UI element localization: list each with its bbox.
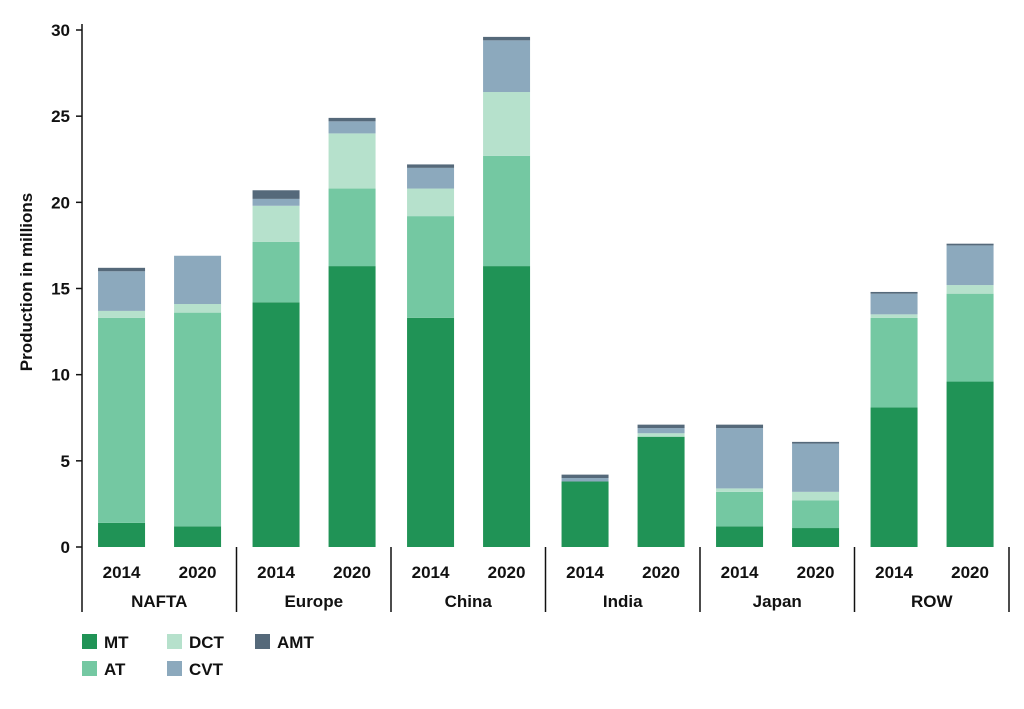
x-year-label: 2014	[566, 563, 604, 582]
bar-segment-amt	[792, 441, 840, 444]
bar-segment-at	[252, 241, 300, 303]
x-year-label: 2014	[103, 563, 141, 582]
bar-segment-cvt	[407, 167, 455, 189]
bar-segment-mt	[637, 436, 685, 547]
x-year-label: 2020	[951, 563, 989, 582]
legend-label-cvt: CVT	[189, 660, 224, 679]
x-year-label: 2014	[412, 563, 450, 582]
legend-swatch-dct	[167, 634, 182, 649]
y-tick-label: 0	[61, 538, 70, 557]
bar-segment-mt	[792, 528, 840, 547]
y-tick-label: 20	[51, 193, 70, 212]
x-group-label: Europe	[284, 592, 343, 611]
x-year-label: 2014	[875, 563, 913, 582]
x-year-label: 2014	[257, 563, 295, 582]
bar-segment-amt	[561, 474, 609, 479]
bar-segment-mt	[716, 526, 764, 547]
legend-swatch-cvt	[167, 661, 182, 676]
bar-segment-amt	[252, 190, 300, 199]
bar-segment-mt	[328, 266, 376, 547]
bar-segment-mt	[252, 302, 300, 547]
bar-segment-dct	[328, 133, 376, 189]
bar-segment-cvt	[716, 428, 764, 489]
bar-segment-at	[483, 155, 531, 267]
bar-segment-dct	[174, 304, 222, 313]
legend-label-amt: AMT	[277, 633, 314, 652]
x-group-label: China	[445, 592, 493, 611]
bar-segment-mt	[483, 266, 531, 547]
bar-segment-amt	[407, 164, 455, 168]
bar-segment-mt	[561, 481, 609, 547]
bar-segment-mt	[870, 407, 918, 547]
bar-segment-dct	[946, 285, 994, 294]
bar-segment-dct	[407, 188, 455, 217]
bar-segment-amt	[946, 243, 994, 246]
x-year-label: 2014	[721, 563, 759, 582]
bar-segment-dct	[98, 310, 146, 318]
bar-segment-cvt	[483, 40, 531, 93]
bar-segment-mt	[174, 526, 222, 547]
y-axis-label: Production in millions	[17, 193, 36, 372]
legend-swatch-amt	[255, 634, 270, 649]
legend-label-mt: MT	[104, 633, 129, 652]
legend-label-dct: DCT	[189, 633, 225, 652]
bar-segment-cvt	[174, 255, 222, 305]
bar-segment-cvt	[328, 121, 376, 134]
bar-segment-at	[98, 317, 146, 523]
x-year-label: 2020	[797, 563, 835, 582]
bar-segment-dct	[483, 92, 531, 156]
bar-segment-dct	[792, 491, 840, 501]
x-year-label: 2020	[642, 563, 680, 582]
x-year-label: 2020	[333, 563, 371, 582]
bar-segment-cvt	[98, 271, 146, 311]
x-group-label: Japan	[753, 592, 802, 611]
y-tick-label: 25	[51, 107, 70, 126]
bar-segment-mt	[407, 317, 455, 547]
bar-segment-dct	[870, 314, 918, 318]
y-tick-label: 10	[51, 366, 70, 385]
bar-segment-at	[716, 491, 764, 527]
legend-label-at: AT	[104, 660, 126, 679]
bar-segment-amt	[637, 424, 685, 429]
x-group-label: India	[603, 592, 643, 611]
legend: MT DCT AMT AT CVT	[82, 633, 314, 679]
bar-segment-cvt	[252, 198, 300, 206]
bar-segment-at	[407, 216, 455, 318]
x-year-label: 2020	[179, 563, 217, 582]
x-group-label: NAFTA	[131, 592, 187, 611]
x-year-label: 2020	[488, 563, 526, 582]
bar-segment-amt	[328, 117, 376, 122]
bar-segment-amt	[716, 424, 764, 429]
y-tick-label: 5	[61, 452, 70, 471]
bar-segment-dct	[716, 488, 764, 492]
bar-segment-dct	[252, 205, 300, 242]
axes: 0 5 10 15 20 25 30	[51, 21, 1010, 612]
legend-swatch-at	[82, 661, 97, 676]
legend-swatch-mt	[82, 634, 97, 649]
bar-segment-cvt	[561, 478, 609, 482]
bars	[98, 36, 994, 547]
bar-segment-amt	[98, 267, 146, 272]
bar-segment-mt	[98, 522, 146, 547]
y-tick-label: 15	[51, 280, 70, 299]
bar-segment-amt	[483, 36, 531, 41]
bar-segment-mt	[946, 381, 994, 547]
x-axis-labels: 2014 2020 NAFTA 2014 2020 Europe 2014 2020 China…	[103, 563, 989, 611]
x-group-label: ROW	[911, 592, 954, 611]
bar-segment-cvt	[637, 428, 685, 434]
bar-segment-cvt	[870, 293, 918, 315]
bar-segment-at	[328, 188, 376, 267]
bar-segment-at	[792, 500, 840, 529]
bar-segment-cvt	[792, 443, 840, 492]
bar-segment-cvt	[946, 245, 994, 286]
bar-segment-amt	[870, 291, 918, 294]
bar-segment-at	[870, 317, 918, 408]
bar-segment-at	[946, 293, 994, 382]
bar-segment-at	[174, 312, 222, 527]
y-tick-label: 30	[51, 21, 70, 40]
bar-segment-dct	[637, 433, 685, 437]
